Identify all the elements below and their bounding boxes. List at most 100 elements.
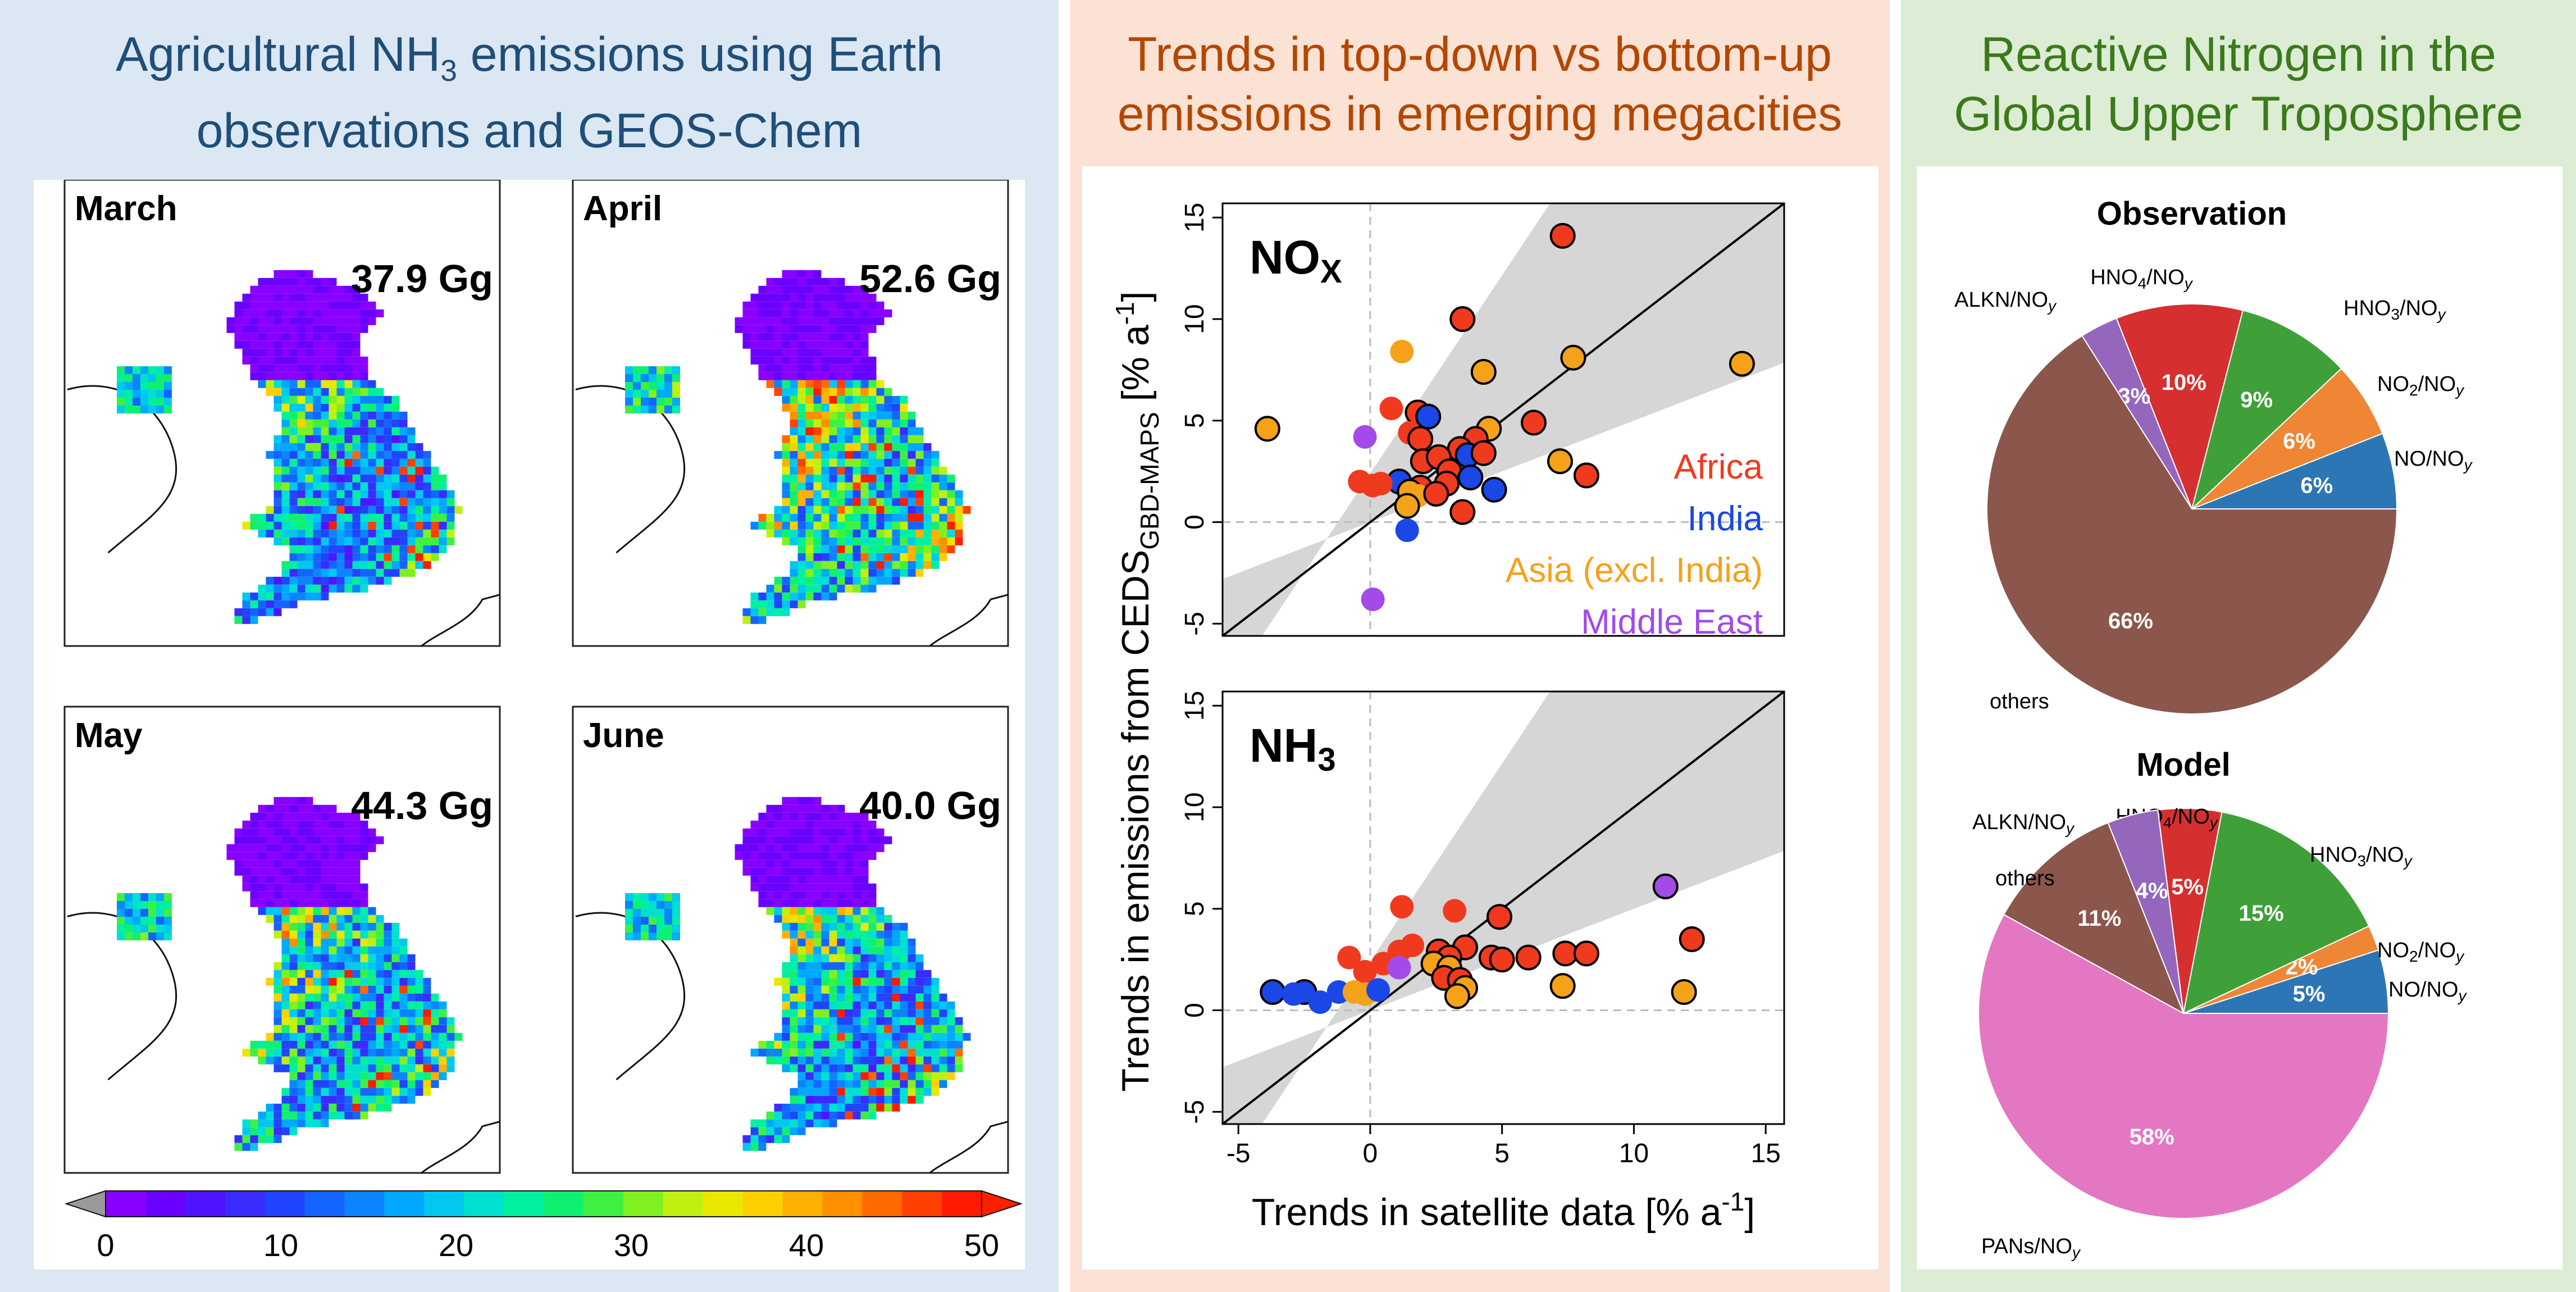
pie-label-sub: 4 bbox=[2163, 814, 2172, 831]
emission-cell bbox=[258, 1111, 266, 1120]
emission-cell bbox=[892, 954, 900, 962]
emission-cell bbox=[852, 395, 861, 404]
emission-cell bbox=[415, 458, 423, 467]
pie-slice-percent: 15% bbox=[2239, 901, 2284, 926]
emission-cell bbox=[454, 1032, 463, 1041]
emission-cell bbox=[908, 970, 916, 978]
emission-cell bbox=[250, 852, 258, 860]
emission-cell bbox=[329, 1103, 337, 1112]
emission-cell bbox=[860, 411, 869, 420]
emission-cell bbox=[329, 443, 337, 451]
emission-cell bbox=[258, 325, 266, 333]
emission-cell bbox=[852, 419, 861, 427]
emission-cell bbox=[297, 427, 306, 435]
data-point-asia bbox=[1444, 983, 1470, 1009]
emission-cell bbox=[313, 1056, 321, 1064]
emission-cell bbox=[352, 435, 361, 443]
emission-cell bbox=[633, 901, 641, 909]
emission-cell bbox=[649, 406, 656, 413]
emission-cell bbox=[915, 954, 924, 962]
emission-cell bbox=[766, 293, 774, 302]
emission-cell bbox=[321, 277, 329, 286]
emission-cell bbox=[821, 1095, 829, 1104]
emission-cell bbox=[281, 1064, 290, 1072]
emission-cell bbox=[805, 985, 814, 994]
emission-cell bbox=[915, 521, 924, 530]
emission-cell bbox=[813, 482, 822, 490]
pie-slice bbox=[2003, 822, 2185, 1015]
emission-cell bbox=[766, 1135, 774, 1143]
emission-cell bbox=[821, 970, 829, 978]
emission-cell bbox=[242, 293, 250, 302]
emission-cell bbox=[329, 993, 337, 1002]
emission-cell bbox=[321, 946, 329, 954]
emission-cell bbox=[649, 398, 656, 406]
emission-cell bbox=[860, 545, 869, 553]
emission-cell bbox=[797, 1103, 806, 1112]
emission-cell bbox=[915, 529, 924, 538]
data-point-asia bbox=[1394, 493, 1420, 519]
emission-cell bbox=[821, 340, 829, 349]
emission-cell bbox=[376, 553, 384, 561]
emission-cell bbox=[845, 293, 853, 302]
emission-cell bbox=[431, 474, 439, 483]
emission-cell bbox=[399, 970, 408, 978]
emission-cell bbox=[273, 490, 282, 498]
emission-cell bbox=[782, 537, 790, 545]
emission-cell bbox=[845, 1072, 853, 1080]
emission-cell bbox=[148, 406, 156, 413]
emission-cell bbox=[805, 451, 814, 459]
emission-cell bbox=[782, 970, 790, 978]
emission-cell bbox=[758, 1135, 767, 1143]
emission-cell bbox=[955, 506, 963, 514]
emission-cell bbox=[281, 1095, 290, 1104]
emission-cell bbox=[344, 962, 353, 970]
emission-cell bbox=[336, 458, 345, 467]
emission-cell bbox=[360, 852, 368, 860]
emission-cell bbox=[656, 390, 664, 398]
emission-cell bbox=[439, 498, 447, 506]
emission-cell bbox=[805, 427, 814, 435]
emission-cell bbox=[344, 537, 353, 545]
emission-cell bbox=[837, 985, 845, 994]
emission-cell bbox=[273, 277, 282, 286]
y-axis-label-sup: -1 bbox=[1110, 302, 1139, 325]
emission-cell bbox=[797, 309, 806, 317]
emission-cell bbox=[892, 1009, 900, 1017]
emission-cell bbox=[852, 946, 861, 954]
emission-cell bbox=[321, 521, 329, 530]
title-line1: Trends in top-down vs bottom-up bbox=[1128, 28, 1832, 81]
emission-cell bbox=[376, 458, 384, 467]
emission-cell bbox=[672, 366, 680, 374]
emission-cell bbox=[900, 443, 908, 451]
emission-cell bbox=[782, 458, 790, 467]
emission-cell bbox=[391, 451, 400, 459]
emission-cell bbox=[758, 364, 767, 372]
emission-cell bbox=[656, 374, 664, 382]
emission-cell bbox=[908, 411, 916, 420]
emission-cell bbox=[431, 466, 439, 475]
emission-cell bbox=[281, 1103, 290, 1112]
emission-cell bbox=[242, 875, 250, 884]
emission-cell bbox=[273, 962, 282, 970]
emission-cell bbox=[313, 891, 321, 899]
emission-cell bbox=[829, 380, 837, 388]
emission-cell bbox=[672, 901, 680, 909]
emission-cell bbox=[391, 474, 400, 483]
emission-cell bbox=[837, 466, 845, 475]
emission-cell bbox=[329, 899, 337, 907]
emission-cell bbox=[876, 498, 884, 506]
emission-cell bbox=[336, 285, 345, 294]
y-tick-label: 10 bbox=[1180, 792, 1210, 822]
emission-cell bbox=[821, 561, 829, 569]
emission-cell bbox=[790, 875, 798, 884]
emission-cell bbox=[329, 852, 337, 860]
emission-cell bbox=[852, 474, 861, 483]
emission-cell bbox=[250, 356, 258, 365]
emission-cell bbox=[923, 970, 932, 978]
emission-cell bbox=[313, 1080, 321, 1088]
emission-cell bbox=[860, 977, 869, 986]
emission-cell bbox=[321, 977, 329, 986]
emission-cell bbox=[368, 403, 376, 412]
emission-cell bbox=[813, 490, 822, 498]
